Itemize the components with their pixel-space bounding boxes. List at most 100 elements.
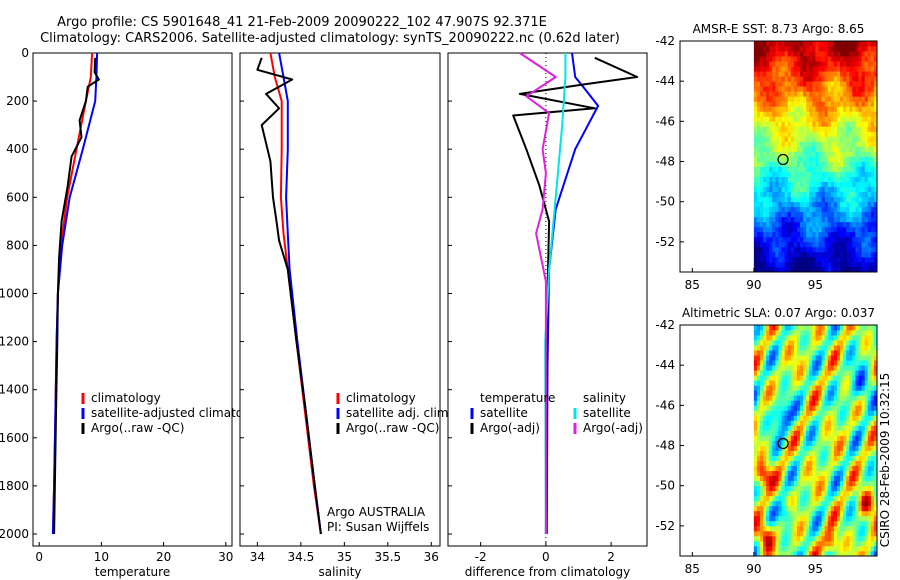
- sst-cell: [858, 236, 863, 243]
- sla-cell: [790, 335, 795, 341]
- sla-cell: [763, 535, 767, 542]
- sst-cell: [867, 141, 872, 147]
- sst-cell: [775, 136, 779, 142]
- sst-cell: [827, 141, 832, 147]
- sst-cell: [849, 261, 853, 268]
- sla-cell: [766, 440, 770, 446]
- sst-cell: [790, 201, 795, 208]
- sla-cell: [846, 465, 850, 472]
- sla-cell: [790, 355, 795, 361]
- sla-cell: [772, 405, 776, 411]
- sla-cell: [763, 485, 767, 492]
- sst-cell: [760, 266, 764, 273]
- sst-cell: [806, 246, 810, 253]
- sst-cell: [846, 91, 850, 97]
- sst-cell: [760, 236, 764, 243]
- sst-cell: [793, 201, 798, 208]
- sla-cell: [830, 480, 835, 487]
- sla-cell: [846, 425, 850, 431]
- sst-cell: [803, 96, 807, 102]
- sla-cell: [793, 475, 798, 482]
- sla-cell: [815, 510, 819, 517]
- sst-cell: [873, 121, 878, 127]
- sla-cell: [864, 375, 869, 381]
- sla-cell: [772, 485, 776, 492]
- sla-cell: [787, 430, 792, 436]
- sla-cell: [840, 455, 844, 461]
- sst-cell: [806, 171, 810, 177]
- salinity-panel: 34 34.5 35 35.5 36salinityclimatologysatelli…: [239, 52, 452, 579]
- sla-cell: [812, 500, 816, 507]
- sla-cell: [827, 400, 832, 406]
- sla-cell: [855, 355, 859, 361]
- sla-cell: [830, 475, 835, 482]
- sla-cell: [873, 510, 878, 517]
- sst-cell: [870, 151, 875, 157]
- sst-cell: [763, 201, 767, 208]
- sla-cell: [849, 540, 853, 547]
- sst-cell: [775, 96, 779, 102]
- sst-cell: [784, 96, 789, 102]
- sla-cell: [870, 390, 875, 396]
- sla-cell: [793, 365, 798, 371]
- sst-cell: [806, 211, 810, 218]
- sla-cell: [769, 535, 773, 542]
- sst-cell: [858, 126, 863, 132]
- sst-cell: [787, 166, 792, 172]
- temperature-legend-label: Argo(..raw -QC): [91, 421, 184, 435]
- sla-cell: [821, 360, 826, 366]
- sla-cell: [873, 410, 878, 416]
- sla-cell: [846, 510, 850, 517]
- sla-cell: [781, 475, 786, 482]
- sst-cell: [760, 136, 764, 142]
- sla-cell: [852, 535, 856, 542]
- sla-cell: [852, 440, 856, 446]
- sst-cell: [870, 256, 875, 263]
- sla-cell: [787, 480, 792, 487]
- sla-cell: [827, 455, 832, 461]
- sla-cell: [870, 330, 875, 336]
- sla-cell: [830, 425, 835, 431]
- sst-cell: [806, 266, 810, 273]
- sla-cell: [763, 380, 767, 386]
- sla-cell: [766, 370, 770, 376]
- sst-cell: [824, 131, 829, 137]
- sla-cell: [833, 430, 838, 436]
- sla-cell: [796, 390, 801, 396]
- sst-cell: [830, 136, 835, 142]
- sst-cell: [769, 41, 773, 47]
- temperature-ytick-label: 600: [6, 190, 29, 204]
- sst-cell: [778, 201, 782, 208]
- sst-cell: [861, 141, 866, 147]
- sla-cell: [815, 360, 819, 366]
- sst-cell: [864, 86, 869, 92]
- sla-cell: [753, 505, 758, 512]
- sst-cell: [815, 166, 819, 172]
- sst-cell: [763, 251, 767, 258]
- sst-cell: [769, 106, 773, 112]
- sla-cell: [809, 345, 813, 351]
- sla-cell: [843, 500, 847, 507]
- sla-cell: [815, 380, 819, 386]
- sla-cell: [833, 545, 838, 552]
- sla-cell: [870, 500, 875, 507]
- sla-cell: [753, 350, 758, 356]
- sla-cell: [809, 545, 813, 552]
- sst-cell: [861, 86, 866, 92]
- sla-cell: [821, 335, 826, 341]
- sla-cell: [803, 460, 807, 467]
- sst-cell: [849, 121, 853, 127]
- sla-cell: [849, 445, 853, 451]
- sst-cell: [775, 41, 779, 47]
- sst-cell: [766, 161, 770, 167]
- sla-cell: [827, 330, 832, 336]
- sst-cell: [775, 236, 779, 243]
- sla-cell: [873, 450, 878, 456]
- sla-cell: [800, 445, 804, 451]
- sla-cell: [827, 535, 832, 542]
- sla-cell: [753, 495, 758, 502]
- sst-cell: [772, 266, 776, 273]
- sst-cell: [849, 66, 853, 72]
- sst-cell: [821, 151, 826, 157]
